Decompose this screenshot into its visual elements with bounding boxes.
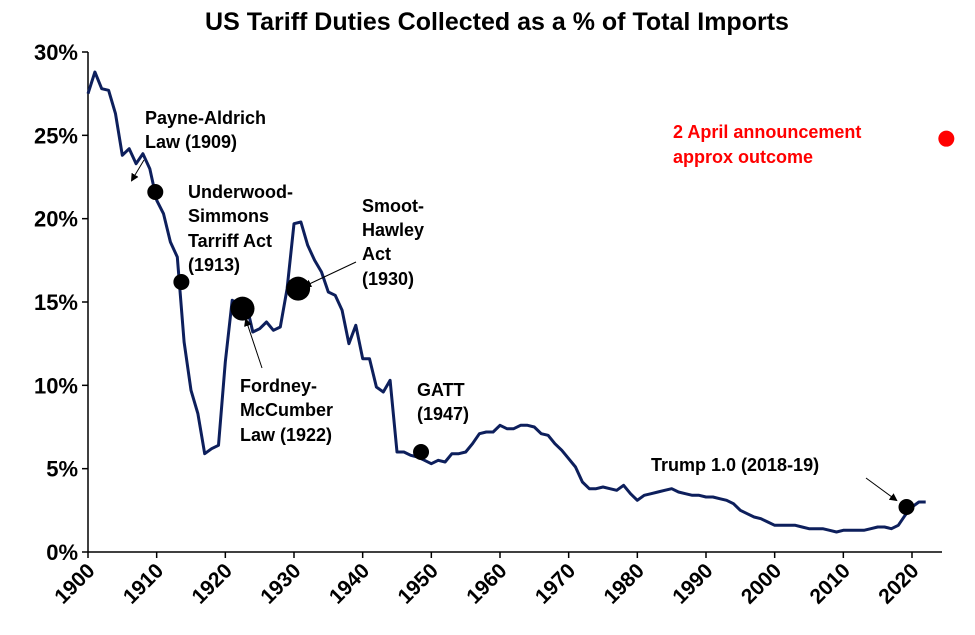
annotation-arrows [130, 159, 898, 502]
annotation-line: Underwood- [188, 182, 293, 202]
event-marker [147, 184, 164, 200]
x-tick-label: 1970 [531, 559, 580, 608]
x-tick-label: 1950 [394, 559, 443, 608]
y-tick-label: 10% [34, 373, 78, 398]
annotation-2-april: 2 April announcement approx outcome [673, 122, 861, 167]
arrow-smoot-hawley [303, 261, 357, 288]
event-marker [898, 499, 915, 515]
annotation-trump: Trump 1.0 (2018-19) [651, 455, 819, 475]
annotation-line: (1930) [362, 269, 414, 289]
x-tick-label: 1960 [462, 559, 511, 608]
arrow-trump [865, 477, 898, 502]
y-tick-label: 0% [46, 540, 78, 565]
x-tick-label: 2000 [737, 559, 786, 608]
annotation-payne-aldrich: Payne-Aldrich Law (1909) [145, 108, 266, 152]
annotation-line: Hawley [362, 220, 424, 240]
x-tick-label: 1930 [256, 559, 305, 608]
arrow-payne-aldrich [130, 159, 145, 182]
annotation-line: Smoot- [362, 196, 424, 216]
annotation-line: Payne-Aldrich [145, 108, 266, 128]
chart-title: US Tariff Duties Collected as a % of Tot… [205, 8, 789, 36]
x-tick-label: 2020 [874, 559, 923, 608]
x-tick-label: 1910 [119, 559, 168, 608]
x-tick-label: 2010 [806, 559, 855, 608]
annotation-line: approx outcome [673, 147, 813, 167]
annotation-line: Fordney- [240, 376, 317, 396]
annotation-line: 2 April announcement [673, 122, 861, 142]
annotation-smoot-hawley: Smoot- Hawley Act (1930) [362, 196, 424, 289]
highlight-point-2-april [938, 130, 955, 147]
y-tick-label: 20% [34, 207, 78, 232]
series-line-tariff [86, 70, 926, 534]
x-tick-label: 1920 [188, 559, 237, 608]
annotation-line: McCumber [240, 400, 333, 420]
x-tick-label: 1900 [50, 559, 99, 608]
event-marker [286, 276, 311, 301]
event-marker [173, 274, 190, 290]
annotation-line: Trump 1.0 (2018-19) [651, 455, 819, 475]
x-tick-label: 1940 [325, 559, 374, 608]
annotation-line: (1947) [417, 404, 469, 424]
annotation-underwood-simmons: Underwood- Simmons Tarriff Act (1913) [188, 182, 293, 275]
annotation-line: GATT [417, 380, 465, 400]
event-marker [413, 444, 430, 460]
annotation-gatt: GATT (1947) [417, 380, 469, 424]
y-tick-label: 5% [46, 457, 78, 482]
annotation-line: Tarriff Act [188, 231, 272, 251]
arrow-fordney-mccumber [244, 318, 263, 369]
y-tick-label: 15% [34, 290, 78, 315]
x-ticks: 1900 1910 1920 1930 1940 1950 1960 1970 1980 1990… [50, 552, 924, 609]
annotation-line: Law (1909) [145, 132, 237, 152]
annotation-line: Law (1922) [240, 425, 332, 445]
y-ticks: 0% 5% 10% 15% 20% 25% 30% [34, 40, 88, 565]
y-tick-label: 30% [34, 40, 78, 65]
x-tick-label: 1980 [600, 559, 649, 608]
annotation-line: (1913) [188, 255, 240, 275]
annotation-fordney-mccumber: Fordney- McCumber Law (1922) [240, 376, 333, 445]
x-tick-label: 1990 [668, 559, 717, 608]
y-tick-label: 25% [34, 123, 78, 148]
annotation-line: Act [362, 244, 391, 264]
annotation-line: Simmons [188, 206, 269, 226]
event-marker [230, 296, 255, 321]
